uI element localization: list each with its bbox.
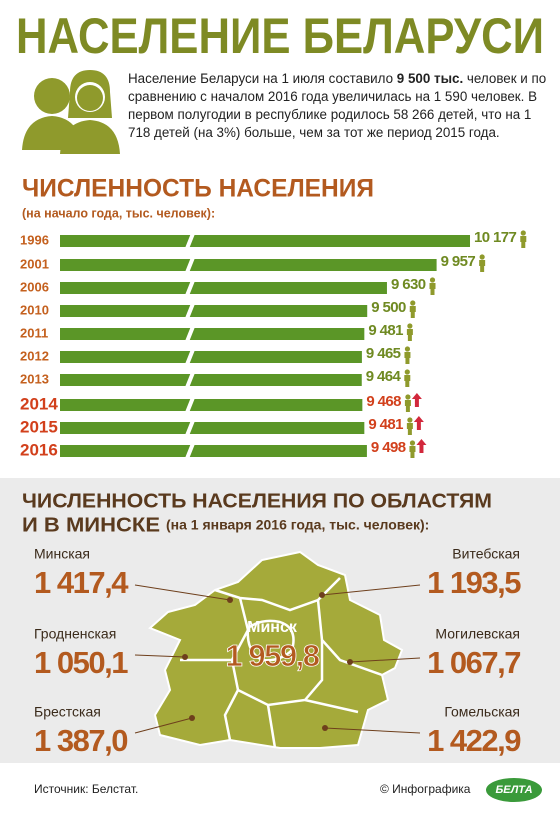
trend-arrow [413, 416, 424, 430]
region-name: Витебская [452, 546, 520, 562]
person-icon [405, 394, 411, 400]
bar [60, 282, 387, 294]
logo-text: БЕЛТА [495, 784, 532, 796]
value-label: 9 481 [368, 322, 403, 339]
person-icon [520, 236, 527, 248]
person-icon [404, 375, 411, 387]
person-icon [407, 417, 413, 423]
category-label: 2013 [20, 371, 49, 386]
value-label: 9 465 [366, 345, 401, 362]
axis-break [184, 323, 196, 345]
region-name: Могилевская [435, 626, 520, 642]
intro-part: человек и по сравнению с началом 2016 го… [128, 71, 547, 140]
category-label: 2012 [20, 348, 49, 363]
person-icon [409, 306, 416, 318]
value-label: 9 498 [371, 439, 406, 456]
person-icon [404, 346, 411, 352]
value-label: 9 957 [441, 253, 476, 270]
category-label: 2001 [20, 256, 49, 271]
region-name: Минск [247, 619, 298, 636]
axis-break [184, 369, 196, 391]
trend-arrow [411, 393, 422, 407]
axis-break [184, 254, 196, 276]
axis-break [184, 417, 196, 439]
category-label: 2015 [20, 417, 58, 436]
intro-text: Население Беларуси на 1 июля составило 9… [128, 70, 548, 142]
person-icon [404, 352, 411, 364]
person-icon [406, 329, 413, 341]
category-label: 1996 [20, 232, 49, 247]
category-label: 2016 [20, 440, 58, 459]
bar [60, 305, 368, 317]
person-icon [404, 400, 411, 412]
person-icon [409, 440, 416, 446]
bar [60, 399, 363, 411]
regions-title-2: И В МИНСКЕ [22, 514, 160, 536]
value-label: 10 177 [474, 229, 517, 246]
person-icon [410, 300, 416, 306]
value-label: 9 630 [391, 276, 426, 293]
regions-title: ЧИСЛЕННОСТЬ НАСЕЛЕНИЯ ПО ОБЛАСТЯМ [22, 490, 492, 512]
trend-arrow [416, 439, 427, 453]
intro-highlight: 9 500 тыс. [396, 71, 464, 86]
chart-subtitle: (на начало года, тыс. человек): [22, 206, 215, 220]
region-labels: Минская 1 417,4 Витебская 1 193,5 Гродненска… [34, 546, 523, 758]
region-value: 1 050,1 [34, 645, 128, 680]
bar [60, 374, 362, 386]
person-icon [520, 230, 526, 236]
credit: © Инфографика [380, 782, 471, 796]
intro-part: Население Беларуси на 1 июля составило [128, 71, 397, 86]
category-label: 2011 [20, 325, 48, 340]
bar-chart: 1996 10 177 2001 9 957 2006 9 630 2010 9 500 201… [20, 229, 527, 462]
value-label: 9 464 [366, 368, 402, 385]
logo-badge [486, 778, 542, 802]
bar [60, 235, 471, 247]
bar [60, 259, 437, 271]
person-icon [479, 254, 485, 260]
axis-break [184, 346, 196, 368]
axis-break [184, 394, 196, 416]
map [134, 550, 421, 749]
axis-break [184, 230, 196, 252]
people-icon [22, 70, 120, 154]
page-title: НАСЕЛЕНИЕ БЕЛАРУСИ [16, 8, 544, 64]
person-icon [429, 277, 436, 283]
bar [60, 445, 367, 457]
regions-subtitle: (на 1 января 2016 года, тыс. человек): [166, 517, 429, 533]
category-label: 2014 [20, 394, 58, 413]
person-icon [406, 423, 413, 435]
region-name: Брестская [34, 704, 101, 720]
source: Источник: Белстат. [34, 782, 138, 796]
region-value: 1 417,4 [34, 565, 129, 600]
chart-title: ЧИСЛЕННОСТЬ НАСЕЛЕНИЯ [22, 175, 374, 203]
person-icon [407, 323, 413, 329]
person-icon [479, 260, 486, 272]
person-icon [409, 446, 416, 458]
region-value: 1 387,0 [34, 723, 127, 758]
axis-break [184, 277, 196, 299]
value-label: 9 468 [366, 393, 401, 410]
bar [60, 351, 362, 363]
axis-break [184, 440, 196, 462]
person-icon [404, 369, 410, 375]
bar [60, 422, 365, 434]
bar [60, 328, 365, 340]
axis-break [184, 300, 196, 322]
person-icon [429, 283, 436, 295]
value-label: 9 500 [371, 299, 406, 316]
region-value: 1 959,8 [226, 638, 320, 673]
region-value: 1 422,9 [427, 723, 521, 758]
region-value: 1 193,5 [427, 565, 521, 600]
category-label: 2006 [20, 279, 49, 294]
region-value: 1 067,7 [427, 645, 520, 680]
value-label: 9 481 [368, 416, 403, 433]
region-name: Гомельская [444, 704, 520, 720]
region-name: Минская [34, 546, 90, 562]
region-name: Гродненская [34, 626, 116, 642]
category-label: 2010 [20, 302, 49, 317]
